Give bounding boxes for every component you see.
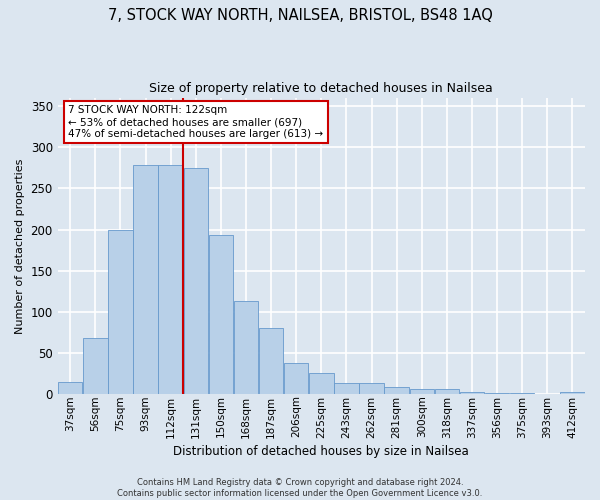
Bar xyxy=(560,392,584,394)
Bar xyxy=(158,166,183,394)
Bar xyxy=(385,388,409,394)
Bar xyxy=(510,393,535,394)
Text: 7 STOCK WAY NORTH: 122sqm
← 53% of detached houses are smaller (697)
47% of semi: 7 STOCK WAY NORTH: 122sqm ← 53% of detac… xyxy=(68,106,323,138)
Bar xyxy=(334,384,359,394)
Bar xyxy=(435,389,459,394)
Bar xyxy=(133,166,158,394)
Y-axis label: Number of detached properties: Number of detached properties xyxy=(15,158,25,334)
Bar xyxy=(309,374,334,394)
X-axis label: Distribution of detached houses by size in Nailsea: Distribution of detached houses by size … xyxy=(173,444,469,458)
Bar xyxy=(259,328,283,394)
Bar xyxy=(485,393,509,394)
Title: Size of property relative to detached houses in Nailsea: Size of property relative to detached ho… xyxy=(149,82,493,96)
Bar xyxy=(234,301,258,394)
Bar xyxy=(209,236,233,394)
Text: Contains HM Land Registry data © Crown copyright and database right 2024.
Contai: Contains HM Land Registry data © Crown c… xyxy=(118,478,482,498)
Bar xyxy=(108,230,133,394)
Bar xyxy=(359,384,384,394)
Text: 7, STOCK WAY NORTH, NAILSEA, BRISTOL, BS48 1AQ: 7, STOCK WAY NORTH, NAILSEA, BRISTOL, BS… xyxy=(107,8,493,22)
Bar xyxy=(460,392,484,394)
Bar xyxy=(410,389,434,394)
Bar xyxy=(184,168,208,394)
Bar xyxy=(83,338,107,394)
Bar xyxy=(58,382,82,394)
Bar xyxy=(284,363,308,394)
